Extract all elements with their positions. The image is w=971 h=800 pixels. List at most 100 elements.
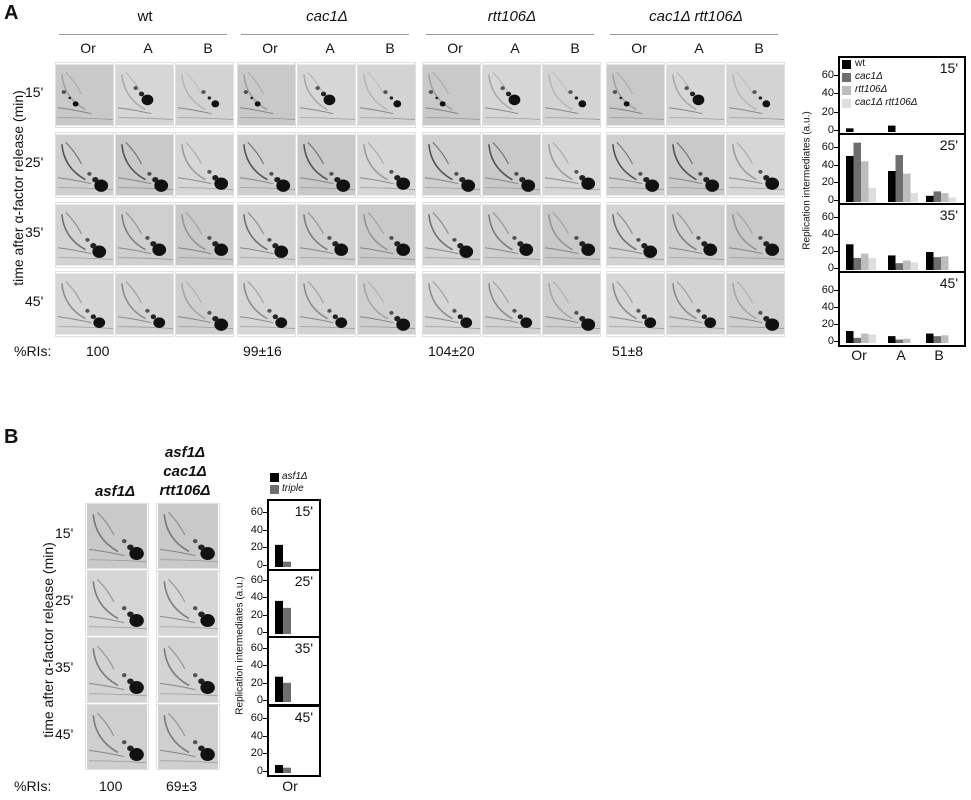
column-header-triple: asf1Δ cac1Δ rtt106Δ	[150, 443, 220, 500]
chart-b-ylabel: Replication intermediates (a.u.)	[234, 576, 246, 715]
gel-image	[727, 134, 784, 196]
bar	[283, 682, 291, 702]
bar	[846, 331, 854, 343]
blot-cell	[156, 637, 220, 703]
blot-cell	[726, 202, 785, 268]
bar	[910, 262, 918, 270]
gel-image	[667, 204, 724, 266]
ri-value-cac1: 99±16	[243, 343, 282, 359]
column-header-asf1: asf1Δ	[94, 483, 136, 500]
y-tick-label: 60	[821, 283, 834, 296]
bar	[948, 197, 956, 202]
chart-panel-2: 35'	[838, 203, 966, 274]
gel-image	[607, 204, 664, 266]
gel-image	[358, 64, 415, 126]
bar	[283, 561, 291, 567]
blot-cell	[85, 637, 149, 703]
y-tick	[263, 614, 267, 616]
y-tick	[834, 130, 838, 131]
y-tick-label: 0	[256, 626, 263, 638]
blot-cell	[666, 271, 725, 337]
blot-cell	[666, 202, 725, 268]
y-tick-label: 60	[250, 573, 263, 586]
lane-label: B	[385, 40, 395, 56]
gel-image	[607, 64, 664, 126]
bar	[868, 334, 876, 343]
lane-label: Or	[447, 40, 463, 56]
triple-line-cac1: cac1Δ	[163, 463, 207, 480]
y-tick-label: 0	[256, 765, 263, 777]
gel-image	[667, 64, 724, 126]
gel-image	[423, 134, 480, 196]
blot-cell	[237, 202, 296, 268]
triple-line-rtt106: rtt106Δ	[159, 482, 211, 499]
chart-a-ylabel: Replication intermediates (a.u.)	[801, 111, 813, 250]
y-tick	[834, 289, 838, 291]
lane-label: Or	[80, 40, 96, 56]
gel-image	[158, 504, 218, 568]
group-header-2: rtt106Δ	[487, 8, 537, 25]
lane-label: A	[325, 40, 335, 56]
lane-label: A	[143, 40, 153, 56]
gel-image	[238, 204, 295, 266]
gel-image	[116, 204, 173, 266]
y-tick	[263, 735, 267, 737]
blot-cell	[666, 132, 725, 198]
bar	[853, 337, 861, 343]
x-tick-label: B	[934, 347, 944, 363]
legend-swatch	[842, 99, 851, 108]
blot-cell	[542, 62, 601, 128]
blot-cell	[357, 202, 416, 268]
time-label: 25'	[55, 592, 74, 608]
bar	[926, 333, 934, 343]
blot-cell	[726, 271, 785, 337]
legend-swatch	[842, 60, 851, 69]
y-tick-label: 60	[250, 505, 263, 518]
chart-svg	[846, 244, 949, 270]
y-tick	[834, 182, 838, 184]
gel-image	[87, 638, 147, 702]
blot-cell	[55, 202, 114, 268]
bar	[853, 142, 861, 202]
blot-cell	[55, 132, 114, 198]
blot-cell	[542, 202, 601, 268]
y-tick	[834, 93, 838, 95]
blot-cell	[422, 271, 481, 337]
blot-cell	[156, 570, 220, 636]
blot-cell	[156, 503, 220, 569]
blot-cell	[85, 704, 149, 770]
y-tick-label: 20	[821, 317, 834, 330]
bar	[861, 333, 869, 343]
bar	[895, 155, 903, 202]
chart-svg	[275, 765, 291, 773]
bar	[853, 258, 861, 270]
legend-label: asf1Δ	[282, 471, 308, 482]
gel-image	[56, 134, 113, 196]
gel-image	[483, 64, 540, 126]
legend-label: cac1Δ rtt106Δ	[855, 97, 918, 108]
lane-label: Or	[262, 40, 278, 56]
y-tick	[263, 632, 267, 633]
bar	[846, 244, 854, 270]
gel-image	[176, 64, 233, 126]
blot-cell	[237, 62, 296, 128]
blot-cell	[175, 62, 234, 128]
y-tick	[263, 717, 267, 719]
y-tick	[263, 682, 267, 684]
group-header-1: cac1Δ	[306, 8, 348, 25]
lane-label: B	[570, 40, 580, 56]
chart-svg	[846, 331, 949, 343]
gel-image	[158, 571, 218, 635]
chart-svg	[275, 544, 291, 567]
y-tick	[834, 146, 838, 148]
lane-label: B	[754, 40, 764, 56]
group-underline-1	[241, 34, 409, 35]
chart-svg	[846, 125, 896, 132]
blot-cell	[606, 202, 665, 268]
blot-cell	[482, 132, 541, 198]
blot-cell	[482, 271, 541, 337]
y-tick	[834, 216, 838, 218]
blot-cell	[175, 271, 234, 337]
y-tick	[834, 111, 838, 113]
y-tick	[834, 75, 838, 77]
